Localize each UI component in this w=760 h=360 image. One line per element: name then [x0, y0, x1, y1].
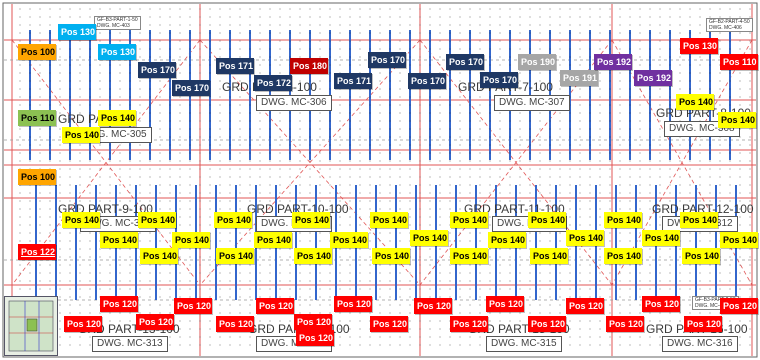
drawing-ref-307[interactable]: DWG. MC-307: [494, 95, 570, 111]
position-tag[interactable]: Pos 120: [294, 314, 332, 330]
position-tag[interactable]: Pos 120: [450, 316, 488, 332]
position-tag[interactable]: Pos 171: [334, 73, 372, 89]
position-tag[interactable]: Pos 170: [138, 62, 176, 78]
position-tag[interactable]: Pos 120: [100, 296, 138, 312]
position-tag[interactable]: Pos 140: [254, 232, 292, 248]
position-tag[interactable]: Pos 100: [18, 169, 56, 185]
position-tag[interactable]: Pos 140: [372, 248, 410, 264]
position-tag[interactable]: Pos 140: [62, 212, 100, 228]
position-tag[interactable]: Pos 170: [172, 80, 210, 96]
position-tag[interactable]: Pos 140: [604, 248, 642, 264]
drawing-ref-315[interactable]: DWG. MC-315: [486, 336, 562, 352]
drawing-ref-306[interactable]: DWG. MC-306: [256, 95, 332, 111]
part-label-12: GRD PART-12-100: [652, 202, 754, 216]
position-tag[interactable]: Pos 140: [642, 230, 680, 246]
sheet-reference[interactable]: GF-B2-PART-4-50 DWG. MC-406: [706, 18, 753, 32]
sheet-reference-line2: DWG. MC-406: [709, 25, 742, 31]
position-tag[interactable]: Pos 140: [370, 212, 408, 228]
position-tag[interactable]: Pos 120: [216, 316, 254, 332]
key-plan-thumbnail: [4, 296, 58, 356]
position-tag[interactable]: Pos 140: [450, 248, 488, 264]
sheet-reference-line1: GF-B2-PART-4-50: [709, 19, 750, 25]
position-tag[interactable]: Pos 140: [450, 212, 488, 228]
position-tag[interactable]: Pos 140: [292, 212, 330, 228]
position-tag[interactable]: Pos 192: [594, 54, 632, 70]
position-tag[interactable]: Pos 120: [486, 296, 524, 312]
position-tag[interactable]: Pos 120: [720, 298, 758, 314]
position-tag[interactable]: Pos 170: [446, 54, 484, 70]
position-tag[interactable]: Pos 120: [414, 298, 452, 314]
sheet-reference-line2: DWG. MC-403: [97, 23, 130, 29]
position-tag[interactable]: Pos 140: [138, 212, 176, 228]
position-tag[interactable]: Pos 140: [294, 248, 332, 264]
position-tag[interactable]: Pos 140: [530, 248, 568, 264]
position-tag[interactable]: Pos 140: [528, 212, 566, 228]
position-tag[interactable]: Pos 140: [718, 112, 756, 128]
position-tag[interactable]: Pos 140: [680, 212, 718, 228]
position-tag[interactable]: Pos 140: [330, 232, 368, 248]
position-tag[interactable]: Pos 140: [100, 232, 138, 248]
position-tag[interactable]: Pos 190: [518, 54, 556, 70]
grid-line-diagonal: [611, 39, 753, 286]
position-tag[interactable]: Pos 140: [488, 232, 526, 248]
drawing-ref-313[interactable]: DWG. MC-313: [92, 336, 168, 352]
position-tag[interactable]: Pos 140: [98, 110, 136, 126]
position-tag[interactable]: Pos 140: [720, 232, 758, 248]
position-tag[interactable]: Pos 120: [606, 316, 644, 332]
position-tag[interactable]: Pos 120: [642, 296, 680, 312]
sheet-reference-line1: GF-B3-PART-2-50: [695, 297, 736, 303]
position-tag[interactable]: Pos 140: [172, 232, 210, 248]
position-tag[interactable]: Pos 110: [720, 54, 758, 70]
position-tag[interactable]: Pos 130: [58, 24, 96, 40]
position-tag[interactable]: Pos 140: [410, 230, 448, 246]
position-tag[interactable]: Pos 120: [528, 316, 566, 332]
position-tag[interactable]: Pos 120: [370, 316, 408, 332]
position-tag[interactable]: Pos 191: [560, 70, 598, 86]
position-tag[interactable]: Pos 140: [214, 212, 252, 228]
position-tag[interactable]: Pos 120: [684, 316, 722, 332]
position-tag[interactable]: Pos 120: [296, 330, 334, 346]
position-tag[interactable]: Pos 120: [566, 298, 604, 314]
position-tag[interactable]: Pos 172: [254, 75, 292, 91]
position-tag[interactable]: Pos 140: [566, 230, 604, 246]
position-tag[interactable]: Pos 180: [290, 58, 328, 74]
position-tag[interactable]: Pos 140: [62, 127, 100, 143]
position-tag[interactable]: Pos 192: [634, 70, 672, 86]
position-tag[interactable]: Pos 120: [174, 298, 212, 314]
position-tag[interactable]: Pos 140: [676, 94, 714, 110]
position-tag[interactable]: Pos 120: [334, 296, 372, 312]
position-tag[interactable]: Pos 130: [98, 44, 136, 60]
position-tag[interactable]: Pos 140: [682, 248, 720, 264]
key-plan-sketch: [8, 300, 54, 352]
position-tag[interactable]: Pos 140: [216, 248, 254, 264]
position-tag[interactable]: Pos 140: [140, 248, 178, 264]
sheet-reference-line2: DWG. MC-404: [695, 303, 728, 309]
position-tag[interactable]: Pos 120: [64, 316, 102, 332]
position-tag[interactable]: Pos 170: [368, 52, 406, 68]
position-tag[interactable]: Pos 122: [18, 244, 56, 260]
position-tag[interactable]: Pos 140: [604, 212, 642, 228]
grid-line-diagonal: [11, 39, 201, 286]
drawing-ref-316[interactable]: DWG. MC-316: [662, 336, 738, 352]
position-tag[interactable]: Pos 120: [256, 298, 294, 314]
position-tag[interactable]: Pos 110: [18, 110, 56, 126]
position-tag[interactable]: Pos 100: [18, 44, 56, 60]
position-tag[interactable]: Pos 171: [216, 58, 254, 74]
position-tag[interactable]: Pos 130: [680, 38, 718, 54]
position-tag[interactable]: Pos 170: [480, 72, 518, 88]
position-tag[interactable]: Pos 120: [136, 314, 174, 330]
position-tag[interactable]: Pos 170: [408, 73, 446, 89]
sheet-reference-line1: GF-B3-PART-1-50: [97, 17, 138, 23]
sheet-reference[interactable]: GF-B3-PART-1-50 DWG. MC-403: [94, 16, 141, 30]
